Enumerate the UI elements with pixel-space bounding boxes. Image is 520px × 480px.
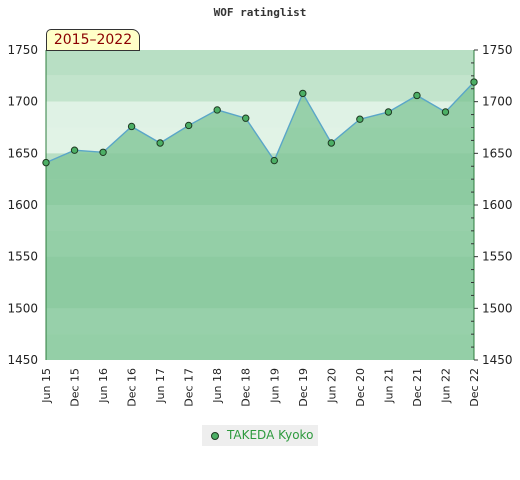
y-tick-label-left: 1700 [7, 95, 38, 109]
y-tick-label-right: 1600 [482, 198, 513, 212]
x-tick-label: Dec 20 [354, 368, 367, 407]
data-point [156, 139, 164, 147]
y-tick-label-right: 1650 [482, 146, 513, 160]
x-tick-label: Jun 19 [268, 368, 281, 404]
data-point [70, 146, 79, 154]
x-tick-label: Dec 17 [183, 368, 196, 407]
x-tick-label: Jun 15 [40, 368, 53, 404]
data-point [441, 108, 450, 116]
background-band [46, 50, 474, 76]
data-point [356, 115, 364, 123]
y-tick-label-left: 1750 [7, 43, 38, 57]
data-point [184, 121, 193, 130]
x-tick-label: Dec 19 [297, 368, 310, 407]
data-point [270, 156, 278, 165]
x-tick-label: Jun 22 [439, 368, 452, 404]
y-tick-label-right: 1450 [482, 353, 513, 367]
x-tick-label: Dec 21 [411, 368, 424, 407]
data-point [299, 89, 307, 98]
area-stripe [46, 230, 474, 257]
legend-marker-icon [211, 432, 219, 440]
y-tick-label-right: 1500 [482, 301, 513, 315]
x-tick-label: Jun 18 [211, 368, 224, 404]
series-area [46, 82, 474, 361]
legend-series-label: TAKEDA Kyoko [227, 428, 314, 442]
data-point [127, 122, 136, 131]
chart-title: WOF ratinglist [213, 6, 307, 19]
data-point [42, 158, 50, 167]
data-point [99, 148, 107, 157]
data-point [242, 114, 250, 122]
series-line [45, 81, 475, 164]
background-band [46, 75, 474, 102]
y-tick-label-left: 1650 [7, 146, 38, 160]
x-tick-label: Dec 22 [468, 368, 481, 407]
y-tick-label-right: 1700 [482, 95, 513, 109]
x-tick-label: Jun 21 [382, 368, 395, 404]
data-point [384, 108, 393, 116]
area-stripe [46, 282, 474, 309]
area-stripe [46, 334, 474, 360]
legend[interactable]: TAKEDA Kyoko [202, 425, 318, 446]
x-tick-label: Dec 15 [69, 368, 82, 407]
y-tick-label-right: 1550 [482, 250, 513, 264]
x-tick-label: Dec 16 [126, 368, 139, 407]
y-tick-label-right: 1750 [482, 43, 513, 57]
y-tick-label-left: 1600 [7, 198, 38, 212]
x-tick-label: Jun 17 [154, 368, 167, 404]
data-point [470, 78, 478, 86]
x-tick-label: Jun 16 [97, 368, 110, 404]
x-tick-label: Dec 18 [240, 368, 253, 407]
y-tick-label-left: 1550 [7, 250, 38, 264]
x-tick-label: Jun 20 [325, 368, 338, 404]
data-point [213, 106, 221, 114]
y-tick-label-left: 1450 [7, 353, 38, 367]
data-point [413, 91, 421, 100]
y-tick-label-left: 1500 [7, 301, 38, 315]
date-range-badge: 2015–2022 [46, 29, 140, 51]
area-stripe [46, 75, 474, 102]
area-stripe [46, 179, 474, 205]
data-point [327, 139, 336, 147]
